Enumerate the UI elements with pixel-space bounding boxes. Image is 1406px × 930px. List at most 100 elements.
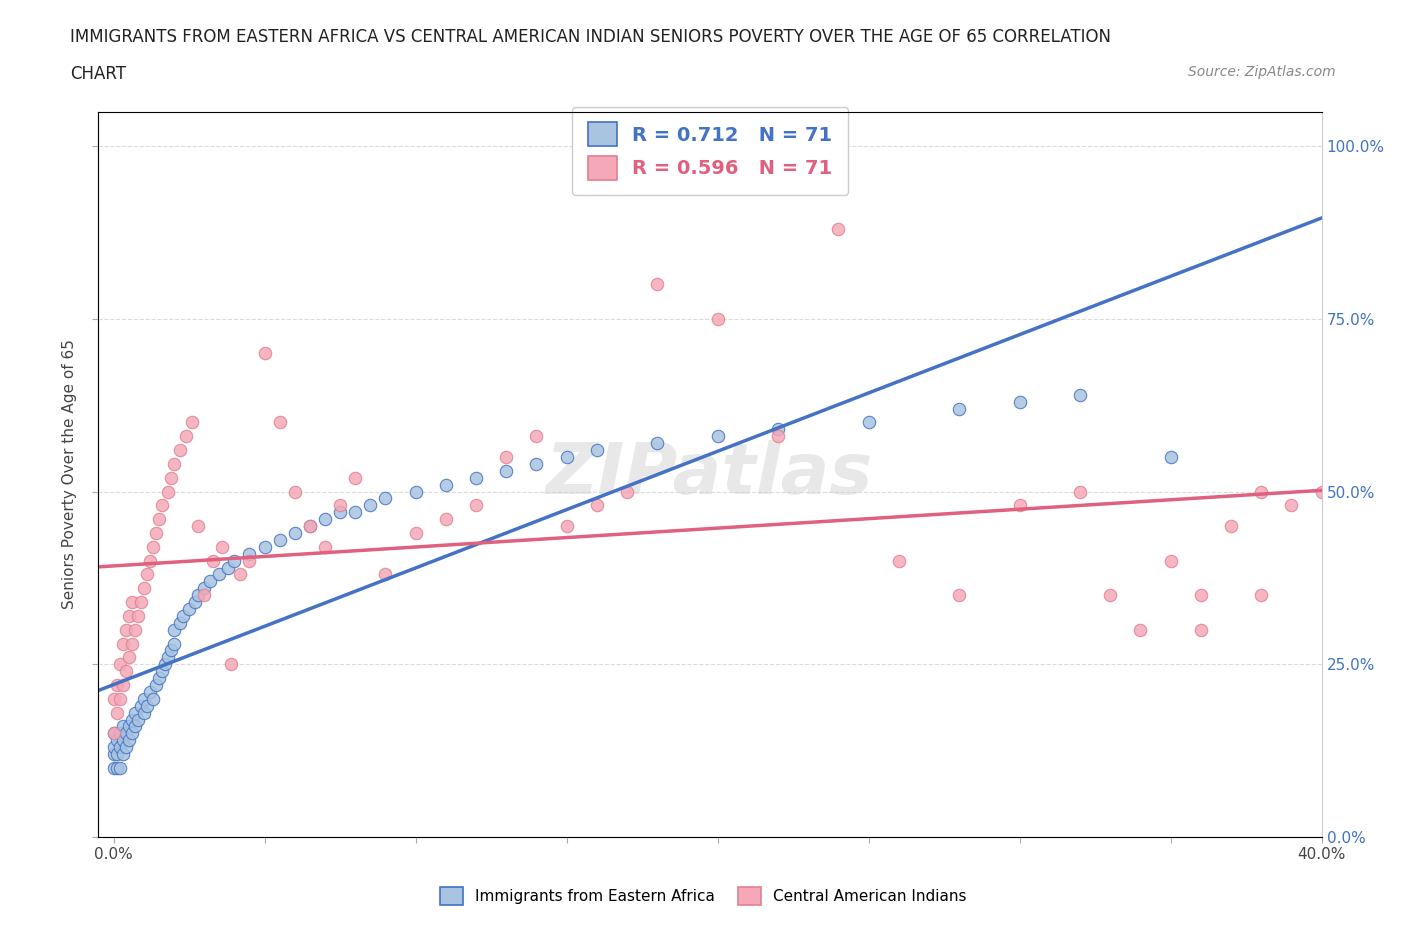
- Point: [224, 553, 246, 568]
- Point: [202, 553, 225, 568]
- Point: [124, 719, 146, 734]
- Point: [114, 664, 136, 679]
- Point: [238, 546, 260, 561]
- Point: [585, 498, 607, 512]
- Point: [298, 519, 321, 534]
- Point: [114, 726, 136, 741]
- Point: [121, 726, 143, 741]
- Point: [111, 678, 134, 693]
- Point: [495, 463, 517, 478]
- Point: [103, 761, 125, 776]
- Point: [129, 594, 152, 609]
- Point: [121, 712, 143, 727]
- Point: [555, 519, 578, 534]
- Point: [314, 512, 336, 526]
- Point: [181, 415, 204, 430]
- Point: [1099, 588, 1122, 603]
- Point: [117, 719, 139, 734]
- Point: [117, 733, 139, 748]
- Point: [174, 429, 197, 444]
- Point: [344, 505, 367, 520]
- Point: [114, 739, 136, 754]
- Point: [645, 277, 668, 292]
- Point: [129, 698, 152, 713]
- Point: [495, 449, 517, 464]
- Point: [132, 581, 155, 596]
- Point: [524, 457, 547, 472]
- Point: [314, 539, 336, 554]
- Point: [269, 415, 291, 430]
- Point: [645, 436, 668, 451]
- Point: [1189, 622, 1212, 637]
- Point: [1250, 485, 1272, 499]
- Point: [1008, 498, 1031, 512]
- Point: [124, 705, 146, 720]
- Point: [524, 429, 547, 444]
- Point: [221, 657, 243, 671]
- Point: [117, 650, 139, 665]
- Point: [585, 443, 607, 458]
- Point: [156, 650, 179, 665]
- Point: [163, 622, 186, 637]
- Point: [142, 691, 165, 706]
- Point: [298, 519, 321, 534]
- Point: [108, 739, 131, 754]
- Point: [1250, 588, 1272, 603]
- Point: [139, 553, 162, 568]
- Point: [105, 678, 128, 693]
- Point: [706, 429, 728, 444]
- Point: [555, 449, 578, 464]
- Point: [111, 719, 134, 734]
- Point: [827, 221, 849, 236]
- Point: [187, 588, 209, 603]
- Point: [111, 747, 134, 762]
- Point: [103, 726, 125, 741]
- Point: [169, 443, 191, 458]
- Point: [124, 622, 146, 637]
- Point: [135, 698, 157, 713]
- Point: [465, 471, 488, 485]
- Point: [103, 739, 125, 754]
- Point: [344, 471, 367, 485]
- Point: [148, 512, 170, 526]
- Point: [117, 608, 139, 623]
- Point: [156, 485, 179, 499]
- Point: [108, 761, 131, 776]
- Point: [329, 505, 352, 520]
- Point: [1310, 485, 1333, 499]
- Point: [1069, 485, 1091, 499]
- Point: [145, 525, 167, 540]
- Point: [374, 567, 396, 582]
- Point: [103, 726, 125, 741]
- Point: [374, 491, 396, 506]
- Point: [177, 602, 200, 617]
- Point: [150, 498, 173, 512]
- Point: [616, 485, 638, 499]
- Point: [148, 671, 170, 685]
- Point: [111, 636, 134, 651]
- Point: [1189, 588, 1212, 603]
- Text: Source: ZipAtlas.com: Source: ZipAtlas.com: [1188, 65, 1336, 79]
- Point: [187, 519, 209, 534]
- Point: [1160, 553, 1182, 568]
- Point: [284, 485, 307, 499]
- Point: [127, 712, 149, 727]
- Point: [329, 498, 352, 512]
- Point: [103, 691, 125, 706]
- Point: [127, 608, 149, 623]
- Point: [103, 747, 125, 762]
- Point: [269, 533, 291, 548]
- Point: [145, 678, 167, 693]
- Text: CHART: CHART: [70, 65, 127, 83]
- Point: [139, 684, 162, 699]
- Point: [153, 657, 176, 671]
- Point: [193, 588, 215, 603]
- Point: [132, 691, 155, 706]
- Point: [121, 594, 143, 609]
- Point: [948, 588, 970, 603]
- Point: [114, 622, 136, 637]
- Point: [132, 705, 155, 720]
- Point: [359, 498, 381, 512]
- Point: [253, 539, 276, 554]
- Point: [105, 705, 128, 720]
